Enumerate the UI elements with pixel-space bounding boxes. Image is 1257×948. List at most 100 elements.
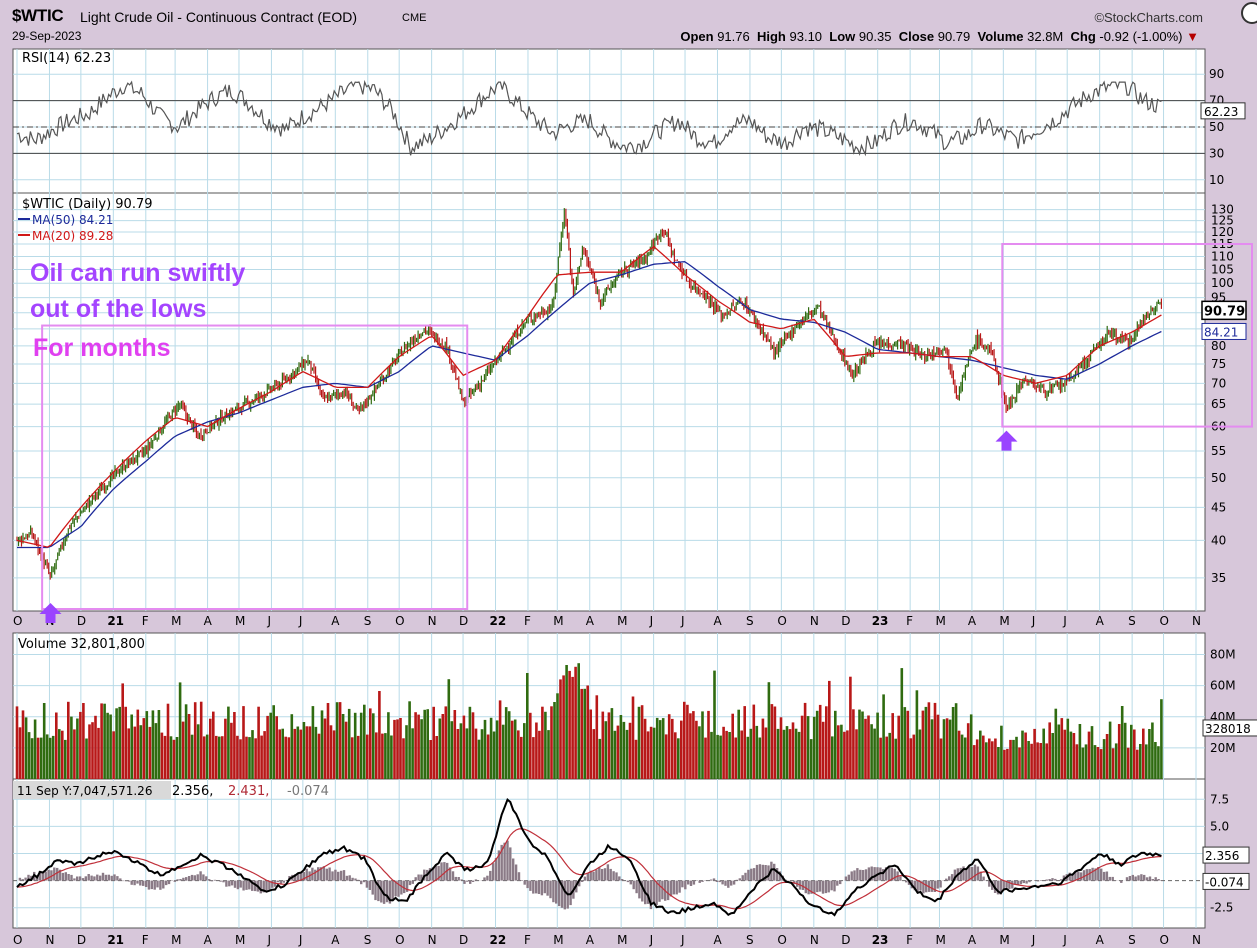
macd-histogram-bar (18, 877, 22, 881)
macd-histogram-bar (1154, 877, 1157, 881)
price-x-tick: M (171, 614, 181, 628)
volume-bar (746, 736, 750, 779)
volume-bar (290, 714, 294, 779)
macd-x-tick: D (841, 933, 850, 947)
volume-bar (1145, 744, 1148, 779)
volume-bar (873, 728, 876, 779)
volume-bar (1148, 729, 1151, 779)
macd-histogram-bar (70, 874, 73, 881)
macd-histogram-bar (922, 880, 925, 894)
macd-histogram-bar (483, 877, 486, 881)
macd-histogram-bar (147, 880, 151, 890)
volume-bar (1123, 722, 1127, 779)
macd-histogram-bar (457, 877, 460, 881)
macd-histogram-bar (887, 866, 891, 881)
macd-x-tick: A (586, 933, 595, 947)
macd-histogram-bar (342, 870, 346, 881)
volume-bar (997, 747, 1000, 779)
macd-histogram-bar (540, 880, 544, 896)
high-label: High (756, 29, 786, 44)
macd-histogram-bar (532, 880, 535, 894)
volume-bar (658, 720, 662, 779)
macd-histogram-bar (893, 868, 896, 881)
macd-x-tick: M (235, 933, 245, 947)
volume-bar (447, 679, 451, 779)
volume-bar (205, 734, 209, 779)
volume-bar (175, 737, 179, 779)
volume-bar (1160, 699, 1163, 779)
volume-bar (399, 718, 402, 779)
macd-histogram-bar (1140, 874, 1143, 881)
volume-bar (737, 709, 740, 779)
volume-bar (553, 702, 556, 779)
macd-histogram-bar (104, 874, 108, 881)
volume-bar (734, 737, 737, 779)
volume-bar (184, 704, 188, 779)
price-x-tick: N (428, 614, 437, 628)
volume-bar (710, 731, 713, 779)
price-tick-label: 70 (1211, 376, 1226, 390)
macd-histogram-bar (583, 876, 587, 881)
volume-bar (631, 696, 635, 779)
volume-bar (495, 720, 499, 779)
volume-bar (148, 726, 152, 779)
volume-bar (356, 735, 360, 779)
macd-histogram-bar (678, 880, 681, 893)
volume-bar (855, 729, 858, 779)
volume-bar (121, 683, 124, 779)
macd-histogram-bar (775, 868, 779, 881)
macd-histogram-bar (666, 880, 670, 901)
volume-bar (891, 713, 894, 779)
macd-histogram-bar (884, 867, 888, 881)
macd-histogram-bar (133, 880, 136, 886)
macd-histogram-bar (1097, 867, 1100, 881)
volume-bar (1096, 747, 1100, 779)
volume-bar (513, 719, 517, 779)
macd-histogram-bar (968, 866, 971, 881)
volume-bar (260, 735, 263, 779)
price-last-value: 90.79 (1204, 304, 1245, 319)
volume-bar (1015, 736, 1018, 779)
macd-histogram-bar (1057, 880, 1060, 881)
volume-bar (233, 712, 236, 779)
macd-histogram-bar (592, 871, 595, 881)
volume-bar (595, 695, 599, 779)
volume-bar (607, 712, 611, 779)
volume-bar (224, 718, 227, 779)
volume-bar (172, 739, 176, 779)
volume-bar (797, 731, 801, 779)
macd-histogram-bar (76, 876, 79, 881)
macd-histogram-bar (296, 872, 300, 881)
volume-bar (1006, 748, 1009, 779)
instrument-description: Light Crude Oil - Continuous Contract (E… (80, 9, 357, 25)
volume-bar (849, 676, 852, 779)
macd-histogram-bar (982, 876, 985, 881)
macd-histogram-bar (374, 880, 377, 901)
up-arrow-icon (39, 603, 62, 623)
price-x-tick: O (1160, 614, 1169, 628)
volume-bar (577, 663, 580, 779)
macd-histogram-bar (27, 874, 30, 881)
volume-bar (924, 706, 928, 779)
volume-bar (649, 726, 653, 779)
macd-histogram-bar (999, 880, 1002, 895)
macd-histogram-bar (1071, 873, 1074, 881)
menu-icon[interactable] (1241, 2, 1257, 24)
volume-bar (33, 719, 37, 779)
macd-histogram-bar (730, 880, 733, 886)
volume-bar (103, 703, 106, 779)
volume-bar (909, 738, 913, 779)
volume-bar (471, 712, 475, 779)
volume-bar (888, 732, 891, 779)
rsi-title: RSI(14) 62.23 (22, 51, 111, 66)
macd-histogram-bar (150, 880, 153, 890)
macd-x-tick: M (171, 933, 181, 947)
macd-histogram-bar (853, 870, 856, 881)
macd-histogram-bar (1082, 870, 1086, 881)
macd-histogram-bar (790, 880, 793, 882)
volume-bar (154, 723, 158, 779)
volume-bar (338, 702, 342, 779)
macd-histogram-bar (752, 868, 756, 881)
volume-bar (526, 673, 529, 779)
volume-bar (1003, 749, 1006, 779)
